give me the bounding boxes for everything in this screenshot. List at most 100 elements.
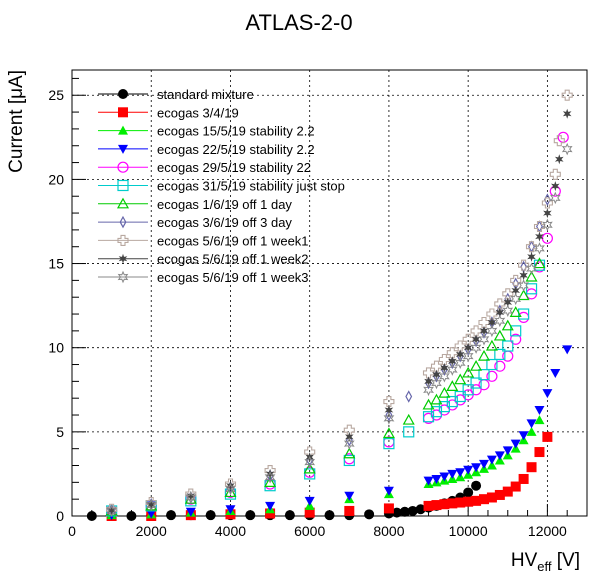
- data-point: [479, 494, 489, 505]
- data-point: [303, 462, 316, 474]
- data-point: [430, 360, 443, 372]
- data-point: [518, 431, 529, 441]
- x-tick-label: 2000: [136, 523, 167, 539]
- legend-label: ecogas 31/5/19 stability just stop: [157, 179, 345, 194]
- data-point: [517, 289, 530, 301]
- data-point: [383, 396, 395, 408]
- data-point: [486, 460, 497, 470]
- data-point: [543, 208, 552, 219]
- data-point: [518, 308, 530, 320]
- data-point: [265, 508, 276, 519]
- legend-marker: [118, 253, 128, 264]
- data-point: [343, 447, 356, 459]
- data-point: [478, 333, 490, 346]
- data-point: [471, 480, 482, 491]
- data-point: [106, 504, 117, 518]
- data-point: [534, 405, 545, 415]
- data-point: [486, 308, 498, 320]
- data-point: [526, 426, 537, 436]
- data-point: [439, 370, 450, 383]
- y-tick-label: 25: [48, 87, 64, 103]
- data-point: [478, 369, 490, 381]
- legend-marker: [116, 197, 130, 209]
- y-axis-title: Current [μA]: [6, 70, 27, 173]
- data-point: [510, 481, 521, 492]
- data-point: [561, 142, 573, 156]
- legend-marker: [118, 125, 128, 135]
- data-point: [494, 348, 506, 361]
- data-point: [502, 446, 513, 456]
- data-point: [557, 131, 569, 143]
- data-point: [477, 349, 491, 361]
- data-point: [106, 503, 118, 515]
- data-point: [226, 480, 235, 491]
- legend-marker: [117, 179, 129, 192]
- data-point: [455, 349, 465, 360]
- data-point: [541, 197, 553, 209]
- legend-marker: [118, 144, 128, 154]
- data-point: [224, 482, 236, 496]
- x-axis-title-subscript: eff: [537, 559, 552, 574]
- data-point: [462, 366, 475, 378]
- data-point: [383, 503, 394, 514]
- data-point: [245, 510, 256, 521]
- data-point: [486, 492, 497, 503]
- legend-label: ecogas 5/6/19 off 1 week2: [157, 252, 309, 267]
- data-point: [423, 383, 435, 397]
- x-tick-label: 6000: [294, 523, 325, 539]
- series-3: [106, 345, 573, 521]
- data-point: [463, 487, 474, 498]
- legend-marker: [117, 234, 129, 246]
- data-point: [439, 499, 450, 510]
- data-point: [422, 367, 435, 379]
- x-tick-label: 10000: [449, 523, 488, 539]
- data-point: [447, 469, 458, 479]
- data-point: [501, 319, 514, 331]
- data-point: [518, 259, 530, 271]
- legend-label: ecogas 1/6/19 off 1 day: [157, 197, 292, 212]
- data-point: [185, 488, 197, 500]
- x-tick-label: 4000: [215, 523, 246, 539]
- legend-label: ecogas 29/5/19 stability 22: [157, 160, 311, 175]
- data-point: [542, 389, 553, 399]
- data-point: [518, 279, 529, 292]
- data-point: [107, 505, 116, 516]
- data-point: [324, 510, 335, 521]
- data-point: [518, 311, 530, 324]
- data-point: [146, 509, 157, 519]
- data-point: [479, 459, 489, 469]
- data-point: [533, 259, 546, 271]
- data-point: [438, 386, 451, 398]
- data-point: [486, 358, 498, 371]
- data-point: [510, 325, 522, 337]
- data-point: [265, 468, 275, 479]
- data-point: [494, 314, 506, 328]
- data-point: [542, 218, 553, 232]
- data-point: [494, 298, 506, 310]
- data-point: [382, 427, 395, 439]
- x-tick-label: 0: [68, 523, 76, 539]
- data-point: [486, 455, 497, 465]
- legend-marker: [119, 215, 127, 229]
- data-point: [535, 231, 544, 242]
- data-point: [344, 505, 355, 516]
- data-point: [479, 325, 489, 336]
- data-point: [431, 474, 442, 484]
- data-point: [265, 501, 276, 511]
- data-point: [470, 384, 482, 396]
- data-point: [446, 363, 458, 376]
- data-point: [519, 270, 528, 281]
- axis-ticks: [71, 77, 568, 517]
- data-point: [502, 288, 514, 300]
- y-tick-label: 15: [48, 256, 64, 272]
- data-point: [470, 377, 482, 389]
- legend: standard mixture ecogas 3/4/19 ecogas 15/5…: [98, 87, 345, 285]
- data-series: [86, 89, 573, 521]
- data-point: [423, 476, 434, 486]
- data-point: [486, 324, 498, 338]
- data-point: [562, 108, 572, 119]
- data-point: [470, 341, 482, 354]
- data-point: [534, 242, 545, 255]
- data-point: [455, 468, 466, 478]
